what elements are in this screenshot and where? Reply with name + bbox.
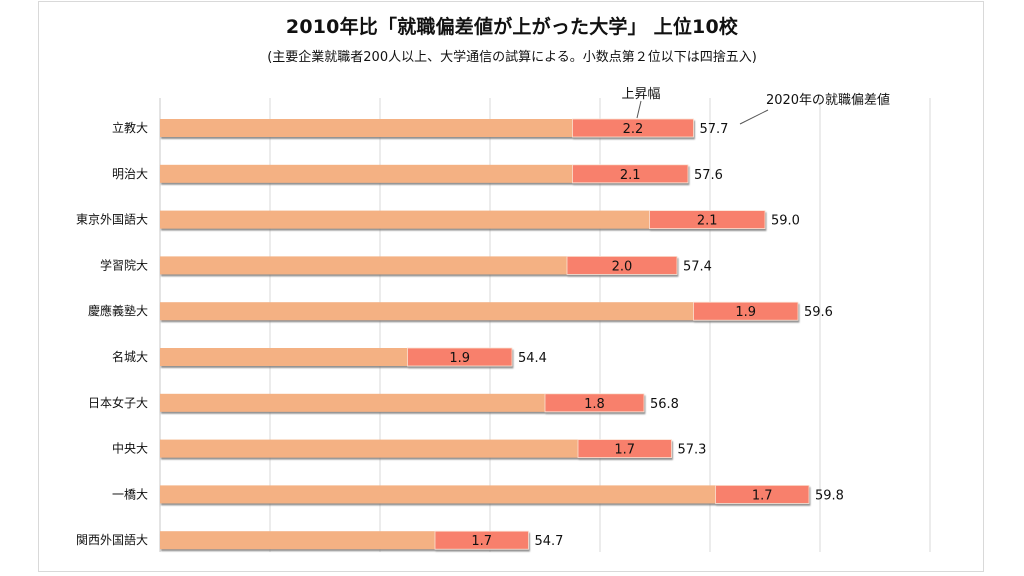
category-label: 名城大	[112, 349, 148, 364]
category-label: 慶應義塾大	[88, 303, 148, 318]
total-data-label: 59.0	[771, 214, 800, 229]
category-label: 関西外国語大	[76, 532, 148, 547]
bar-group	[160, 393, 645, 413]
bar-rise	[544, 393, 645, 413]
category-label: 中央大	[112, 441, 148, 456]
bar-base-2010	[160, 393, 545, 412]
bar-group	[160, 164, 689, 184]
total-data-label: 59.8	[815, 488, 844, 503]
rise-data-label: 1.9	[449, 351, 470, 366]
rise-data-label: 1.8	[584, 397, 605, 412]
rise-annotation-leader	[636, 100, 642, 119]
total-data-label: 54.7	[535, 534, 564, 549]
chart-title: 2010年比「就職偏差値が上がった大学」 上位10校	[285, 16, 739, 38]
bar-rise	[566, 255, 678, 275]
bar-base-2010	[160, 485, 716, 504]
bar-rise	[577, 439, 672, 459]
bar-group	[160, 118, 694, 138]
category-label: 東京外国語大	[76, 212, 148, 227]
total-data-label: 57.7	[700, 122, 729, 137]
total-data-label: 59.6	[804, 305, 833, 320]
rise-data-label: 2.1	[620, 168, 641, 183]
bar-rise	[572, 164, 689, 184]
total-data-label: 57.4	[683, 259, 712, 274]
annotations: 上昇幅 2020年の就職偏差値	[621, 87, 890, 125]
bar-group	[160, 530, 529, 550]
bar-base-2010	[160, 210, 650, 229]
bar-base-2010	[160, 439, 578, 458]
total-annotation-leader	[739, 109, 769, 125]
bar-rise	[434, 530, 529, 550]
bar-base-2010	[160, 164, 573, 183]
total-data-label: 57.6	[694, 168, 723, 183]
rise-data-label: 2.2	[623, 122, 644, 137]
chart-frame	[38, 1, 984, 572]
rise-data-label: 2.1	[697, 214, 718, 229]
bar-base-2010	[160, 348, 408, 366]
bar-group	[160, 301, 799, 321]
bar-rise	[693, 301, 799, 321]
bar-base-2010	[160, 256, 567, 275]
labels: 立教大 2.2 57.7 明治大 2.1 57.6 東京外国語大 2.1 59.0 学習院大 2.0…	[76, 120, 844, 549]
total-data-label: 57.3	[678, 443, 707, 458]
rise-annotation-label: 上昇幅	[621, 87, 660, 102]
category-label: 立教大	[112, 120, 148, 135]
bar-group	[160, 347, 513, 367]
bar-group	[160, 484, 810, 504]
rise-data-label: 1.7	[471, 534, 492, 549]
bar-group	[160, 439, 672, 459]
bar-base-2010	[160, 302, 694, 321]
rise-data-label: 2.0	[612, 259, 633, 274]
bar-base-2010	[160, 531, 435, 550]
total-annotation-label: 2020年の就職偏差値	[766, 92, 890, 108]
chart-subtitle: (主要企業就職者200人以上、大学通信の試算による。小数点第２位以下は四捨五入)	[267, 50, 757, 65]
bar-rise	[649, 210, 766, 230]
total-data-label: 54.4	[518, 351, 547, 366]
rise-data-label: 1.9	[735, 305, 756, 320]
category-label: 明治大	[112, 167, 148, 181]
category-label: 一橋大	[112, 487, 148, 501]
category-label: 日本女子大	[88, 395, 148, 410]
bars	[160, 118, 810, 550]
bar-group	[160, 210, 766, 230]
rise-data-label: 1.7	[614, 443, 635, 458]
bar-base-2010	[160, 119, 573, 137]
bar-group	[160, 255, 678, 275]
total-data-label: 56.8	[650, 397, 679, 412]
bar-rise	[572, 118, 694, 138]
bar-rise	[407, 347, 513, 367]
bar-rise	[715, 484, 810, 504]
category-label: 学習院大	[100, 257, 148, 272]
rise-data-label: 1.7	[752, 488, 773, 503]
